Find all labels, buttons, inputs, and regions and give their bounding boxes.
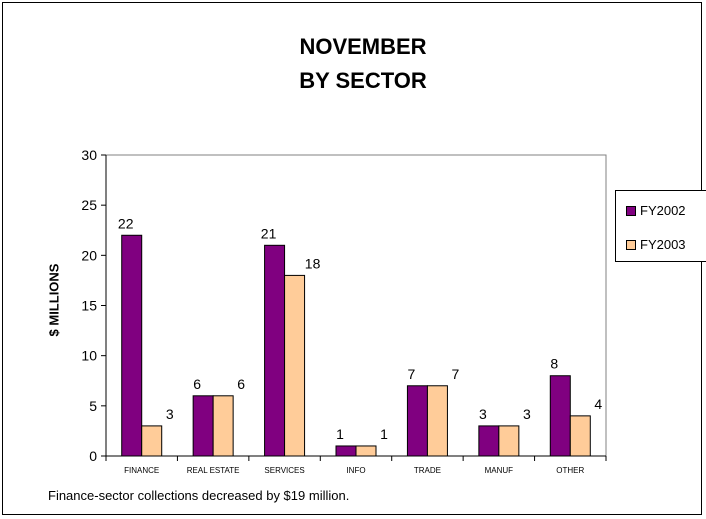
bar-fy2002-services xyxy=(264,244,286,457)
data-label: 6 xyxy=(237,376,245,392)
legend-label-fy2003: FY2003 xyxy=(640,237,686,252)
chart-title: NOVEMBER xyxy=(299,34,427,59)
y-tick-label: 5 xyxy=(89,398,97,414)
bar-fy2002-finance xyxy=(121,234,143,457)
y-tick-label: 30 xyxy=(81,147,97,163)
data-label: 22 xyxy=(118,215,134,231)
data-label: 1 xyxy=(380,426,388,442)
bar-fy2002-info xyxy=(335,445,357,457)
legend-swatch-fy2002 xyxy=(626,205,636,216)
chart-caption: Finance-sector collections decreased by … xyxy=(48,488,350,503)
bar-fy2003-manuf xyxy=(498,425,520,457)
bar-fy2003-other xyxy=(569,415,591,457)
x-tick-label: OTHER xyxy=(556,466,584,475)
data-label: 3 xyxy=(479,406,487,422)
data-label: 21 xyxy=(261,225,277,241)
y-tick-label: 25 xyxy=(81,197,97,213)
legend-item-fy2002: FY2002 xyxy=(626,203,686,218)
bar-fy2002-manuf xyxy=(478,425,500,457)
chart-subtitle: BY SECTOR xyxy=(299,68,427,93)
data-label: 18 xyxy=(305,255,321,271)
bar-fy2003-info xyxy=(355,445,377,457)
legend-label-fy2002: FY2002 xyxy=(640,203,686,218)
bar-fy2003-finance xyxy=(141,425,163,457)
legend-swatch-fy2003 xyxy=(626,239,636,250)
data-label: 1 xyxy=(336,426,344,442)
data-label: 3 xyxy=(166,406,174,422)
bar-fy2002-real-estate xyxy=(192,395,214,457)
x-tick-label: TRADE xyxy=(414,466,441,475)
data-label: 6 xyxy=(193,376,201,392)
data-label: 3 xyxy=(523,406,531,422)
legend: FY2002 FY2003 xyxy=(615,190,706,262)
x-tick-label: SERVICES xyxy=(264,466,304,475)
bar-fy2002-other xyxy=(549,375,571,457)
data-label: 7 xyxy=(408,366,416,382)
y-tick-label: 15 xyxy=(81,298,97,314)
y-tick-label: 10 xyxy=(81,348,97,364)
x-tick-label: MANUF xyxy=(485,466,514,475)
y-tick-label: 20 xyxy=(81,247,97,263)
y-axis-label: $ MILLIONS xyxy=(46,263,62,337)
bar-fy2003-trade xyxy=(426,385,448,457)
bar-fy2003-services xyxy=(284,274,306,457)
data-label: 8 xyxy=(550,356,558,372)
y-tick-label: 0 xyxy=(89,448,97,464)
bar-fy2003-real-estate xyxy=(212,395,234,457)
plot-area xyxy=(105,154,607,457)
data-label: 7 xyxy=(452,366,460,382)
x-tick-label: FINANCE xyxy=(124,466,159,475)
bar-fy2002-trade xyxy=(406,385,428,457)
data-label: 4 xyxy=(594,396,602,412)
x-tick-label: INFO xyxy=(346,466,365,475)
legend-item-fy2003: FY2003 xyxy=(626,237,686,252)
x-tick-label: REAL ESTATE xyxy=(187,466,240,475)
